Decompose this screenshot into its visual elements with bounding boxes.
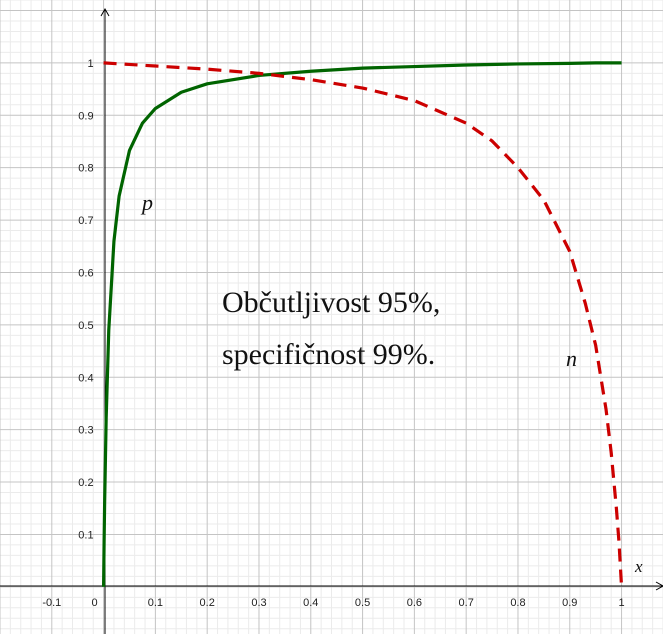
x-tick-label: 0.1 bbox=[148, 597, 163, 609]
series-line-n bbox=[103, 61, 624, 587]
annotation-line-2: specifičnost 99%. bbox=[222, 338, 435, 371]
y-tick-label: 0.5 bbox=[78, 320, 93, 332]
x-tick-label: 1 bbox=[619, 597, 625, 609]
y-tick-label: 0.8 bbox=[78, 163, 93, 175]
y-tick-labels: 0.1 0.2 0.3 0.4 0.5 0.6 0.7 0.8 0.9 1 bbox=[78, 58, 93, 542]
x-axis-arrow-icon bbox=[655, 581, 663, 591]
x-tick-label: 0.5 bbox=[355, 597, 370, 609]
series-line-p bbox=[101, 61, 622, 587]
y-tick-label: 0.4 bbox=[78, 372, 93, 384]
x-axis-label: x bbox=[634, 557, 643, 576]
y-tick-label: 0.9 bbox=[78, 110, 93, 122]
x-tick-labels: -0.1 0 0.1 0.2 0.3 0.4 0.5 0.6 0.7 0.8 0.9 1 bbox=[42, 597, 624, 609]
curve-label-p: p bbox=[140, 190, 153, 215]
x-tick-label: 0.6 bbox=[407, 597, 422, 609]
y-tick-label: 1 bbox=[87, 58, 93, 70]
x-tick-label: 0 bbox=[92, 597, 98, 609]
x-tick-label: 0.8 bbox=[510, 597, 525, 609]
x-tick-label: 0.2 bbox=[200, 597, 215, 609]
x-tick-label: 0.7 bbox=[459, 597, 474, 609]
x-tick-label: 0.9 bbox=[562, 597, 577, 609]
x-tick-label: -0.1 bbox=[42, 597, 61, 609]
annotation-line-1: Občutljivost 95%, bbox=[222, 286, 440, 319]
y-axis-arrow-icon bbox=[100, 7, 110, 17]
y-tick-label: 0.1 bbox=[78, 529, 93, 541]
curve-label-n: n bbox=[566, 346, 577, 371]
y-tick-label: 0.3 bbox=[78, 425, 93, 437]
x-tick-label: 0.4 bbox=[303, 597, 318, 609]
y-tick-label: 0.6 bbox=[78, 267, 93, 279]
y-tick-label: 0.2 bbox=[78, 477, 93, 489]
series-lines bbox=[101, 61, 624, 587]
x-tick-label: 0.3 bbox=[251, 597, 266, 609]
y-tick-label: 0.7 bbox=[78, 215, 93, 227]
